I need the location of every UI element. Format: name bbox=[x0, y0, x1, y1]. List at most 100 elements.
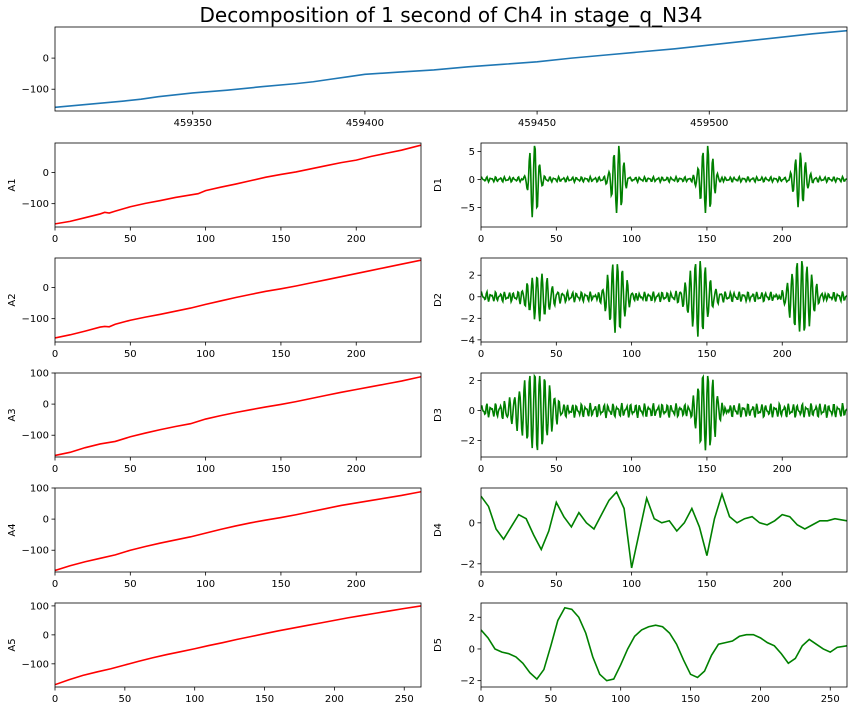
x-tick-label-D2: 200 bbox=[773, 349, 792, 360]
x-tick-label-D1: 150 bbox=[697, 234, 716, 245]
axes-frame-D4 bbox=[480, 487, 848, 573]
axes-frame-A4 bbox=[54, 487, 422, 573]
y-tick-label-A3: −100 bbox=[22, 431, 49, 442]
series-line-A3 bbox=[55, 375, 421, 457]
series-line-D3 bbox=[481, 373, 847, 451]
y-axis-label-D2: D2 bbox=[433, 293, 444, 307]
x-tick-label-D4: 50 bbox=[550, 579, 563, 590]
series-line-A4 bbox=[55, 490, 421, 572]
x-tick-label-A5: 150 bbox=[255, 694, 274, 705]
y-tick-label-A5: 100 bbox=[30, 601, 49, 612]
axes-A1: 0 50 100 150 200 −100 0 A1 bbox=[7, 142, 422, 245]
x-tick-label-D3: 100 bbox=[622, 464, 641, 475]
x-tick-label-A4: 100 bbox=[196, 579, 215, 590]
axes-frame-A3 bbox=[54, 372, 422, 458]
x-tick-label-A4: 0 bbox=[52, 579, 58, 590]
y-tick-label-D2: −4 bbox=[460, 335, 475, 346]
x-tick-label-A5: 100 bbox=[185, 694, 204, 705]
x-tick-label-A2: 0 bbox=[52, 349, 58, 360]
x-tick-label-D2: 150 bbox=[697, 349, 716, 360]
x-tick-label-D2: 50 bbox=[550, 349, 563, 360]
x-tick-label-A3: 200 bbox=[347, 464, 366, 475]
y-tick-label-D2: 0 bbox=[469, 292, 475, 303]
x-tick-label-A5: 50 bbox=[118, 694, 131, 705]
figure-title: Decomposition of 1 second of Ch4 in stag… bbox=[200, 3, 703, 27]
x-tick-label-A5: 0 bbox=[52, 694, 58, 705]
y-tick-label-A2: −100 bbox=[22, 314, 49, 325]
axes-A4: 0 50 100 150 200 −100 0 100 A4 bbox=[7, 484, 422, 590]
x-tick-label-D3: 200 bbox=[773, 464, 792, 475]
x-tick-label-A3: 100 bbox=[196, 464, 215, 475]
y-axis-label-A1: A1 bbox=[7, 178, 18, 191]
series-line-A2 bbox=[55, 259, 421, 339]
x-tick-label-original: 459350 bbox=[174, 118, 212, 129]
axes-D2: 0 50 100 150 200 −4 −2 0 2 D2 bbox=[433, 257, 848, 360]
x-tick-label-A2: 150 bbox=[271, 349, 290, 360]
x-tick-label-D4: 100 bbox=[622, 579, 641, 590]
x-tick-label-D2: 0 bbox=[478, 349, 484, 360]
axes-frame-A5 bbox=[54, 602, 422, 688]
y-axis-label-A3: A3 bbox=[7, 408, 18, 421]
x-tick-label-D5: 150 bbox=[681, 694, 700, 705]
y-tick-label-A4: 0 bbox=[43, 515, 49, 526]
y-tick-label-A1: −100 bbox=[22, 199, 49, 210]
x-tick-label-A5: 200 bbox=[325, 694, 344, 705]
x-tick-label-A1: 200 bbox=[347, 234, 366, 245]
axes-frame-D5 bbox=[480, 602, 848, 688]
series-line-original bbox=[55, 29, 847, 109]
y-tick-label-A5: 0 bbox=[43, 630, 49, 641]
y-tick-label-D4: −2 bbox=[460, 559, 475, 570]
x-tick-label-D5: 0 bbox=[478, 694, 484, 705]
x-tick-label-original: 459500 bbox=[690, 118, 728, 129]
y-axis-label-D3: D3 bbox=[433, 408, 444, 422]
x-tick-label-A3: 150 bbox=[271, 464, 290, 475]
y-tick-label-A5: −100 bbox=[22, 659, 49, 670]
axes-frame-D3 bbox=[480, 372, 848, 458]
y-axis-label-D1: D1 bbox=[433, 178, 444, 192]
x-tick-label-D3: 50 bbox=[550, 464, 563, 475]
y-tick-label-D5: −2 bbox=[460, 676, 475, 687]
y-tick-label-D1: 0 bbox=[469, 175, 475, 186]
y-axis-label-D4: D4 bbox=[433, 523, 444, 537]
x-tick-label-D3: 150 bbox=[697, 464, 716, 475]
y-tick-label-D1: −5 bbox=[460, 203, 475, 214]
x-tick-label-D1: 0 bbox=[478, 234, 484, 245]
series-line-D5 bbox=[481, 606, 847, 682]
x-tick-label-A5: 250 bbox=[395, 694, 414, 705]
y-axis-label-A5: A5 bbox=[7, 638, 18, 651]
y-tick-label-A4: 100 bbox=[30, 484, 49, 495]
axes-D3: 0 50 100 150 200 −2 0 2 D3 bbox=[433, 372, 848, 475]
y-tick-label-D2: 2 bbox=[469, 271, 475, 282]
x-tick-label-A2: 100 bbox=[196, 349, 215, 360]
y-axis-label-D5: D5 bbox=[433, 638, 444, 652]
y-tick-label-D2: −2 bbox=[460, 314, 475, 325]
axes-A2: 0 50 100 150 200 −100 0 A2 bbox=[7, 257, 422, 360]
x-tick-label-D5: 100 bbox=[611, 694, 630, 705]
y-tick-label-A1: 0 bbox=[43, 168, 49, 179]
axes-frame-A1 bbox=[54, 142, 422, 228]
y-tick-label-A3: 100 bbox=[30, 369, 49, 380]
x-tick-label-D4: 200 bbox=[773, 579, 792, 590]
y-tick-label-D3: 0 bbox=[469, 406, 475, 417]
y-axis-label-A4: A4 bbox=[7, 523, 18, 536]
y-tick-label-D4: 0 bbox=[469, 518, 475, 529]
y-tick-label-A4: −100 bbox=[22, 546, 49, 557]
x-tick-label-A1: 100 bbox=[196, 234, 215, 245]
y-tick-label-D3: 2 bbox=[469, 376, 475, 387]
axes-A5: 0 50 100 150 200 250 −100 0 100 A5 bbox=[7, 601, 422, 705]
x-tick-label-A4: 150 bbox=[271, 579, 290, 590]
x-tick-label-A4: 50 bbox=[124, 579, 137, 590]
x-tick-label-A1: 150 bbox=[271, 234, 290, 245]
axes-frame-D1 bbox=[480, 142, 848, 228]
y-tick-label-D5: 2 bbox=[469, 613, 475, 624]
y-axis-label-A2: A2 bbox=[7, 293, 18, 306]
x-tick-label-D5: 50 bbox=[544, 694, 557, 705]
y-tick-label-D5: 0 bbox=[469, 644, 475, 655]
axes-A3: 0 50 100 150 200 −100 0 100 A3 bbox=[7, 369, 422, 475]
x-tick-label-D5: 250 bbox=[821, 694, 840, 705]
x-tick-label-A2: 200 bbox=[347, 349, 366, 360]
